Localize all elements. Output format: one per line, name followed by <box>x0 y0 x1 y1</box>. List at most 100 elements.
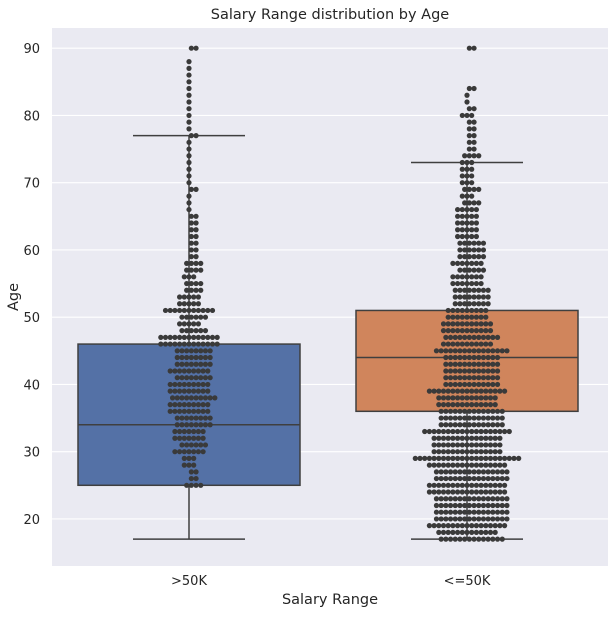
swarm-layer <box>158 45 522 542</box>
swarm-point <box>172 368 178 374</box>
swarm-point <box>471 287 477 293</box>
swarm-point <box>198 482 204 488</box>
swarm-point <box>464 428 470 435</box>
swarm-point <box>464 180 470 186</box>
swarm-point <box>450 435 456 441</box>
swarm-point <box>457 516 463 522</box>
swarm-point <box>455 482 461 488</box>
swarm-point <box>483 482 489 488</box>
swarm-point <box>457 536 463 542</box>
swarm-point <box>476 509 482 515</box>
swarm-point <box>469 449 475 455</box>
swarm-point <box>464 99 470 105</box>
swarm-point <box>181 428 187 435</box>
swarm-point <box>188 422 194 428</box>
swarm-point <box>476 408 482 414</box>
swarm-point <box>452 496 458 502</box>
swarm-point <box>191 334 197 340</box>
swarm-point <box>191 455 197 461</box>
swarm-point <box>499 469 505 475</box>
swarm-point <box>457 475 463 482</box>
y-tick-label: 30 <box>23 446 40 461</box>
swarm-point <box>471 267 477 273</box>
swarm-point <box>457 354 463 361</box>
swarm-point <box>179 354 185 361</box>
swarm-point <box>462 354 468 361</box>
swarm-point <box>167 388 173 394</box>
swarm-point <box>188 395 194 401</box>
swarm-point <box>440 449 447 455</box>
swarm-point <box>457 381 463 388</box>
swarm-point <box>485 422 491 428</box>
swarm-point <box>473 442 479 448</box>
swarm-point <box>436 489 442 495</box>
swarm-point <box>466 294 472 300</box>
y-tick-label: 70 <box>23 177 40 192</box>
swarm-point <box>459 455 465 461</box>
swarm-point <box>433 496 440 502</box>
swarm-point <box>188 240 194 246</box>
swarm-point <box>504 475 510 482</box>
swarm-point <box>438 509 444 515</box>
swarm-point <box>471 301 477 307</box>
swarm-point <box>193 240 199 246</box>
swarm-point <box>174 361 180 367</box>
swarm-point <box>177 334 183 340</box>
y-tick-labels: 20 30 40 50 60 70 80 90 <box>23 42 40 528</box>
swarm-point <box>487 462 494 468</box>
swarm-point <box>440 482 447 488</box>
swarm-point <box>464 489 470 495</box>
swarm-point <box>459 206 465 213</box>
swarm-point <box>188 186 194 192</box>
swarm-point <box>184 314 190 320</box>
swarm-point <box>450 307 456 314</box>
swarm-point <box>186 106 192 112</box>
swarm-point <box>476 301 482 307</box>
swarm-point <box>476 334 482 340</box>
swarm-point <box>464 462 470 468</box>
swarm-point <box>492 395 498 401</box>
swarm-point <box>205 307 211 314</box>
swarm-point <box>471 516 477 522</box>
swarm-point <box>195 449 201 455</box>
swarm-point <box>469 227 475 233</box>
swarm-point <box>193 415 199 421</box>
swarm-point <box>473 307 479 314</box>
swarm-point <box>177 368 183 374</box>
swarm-point <box>494 375 501 381</box>
swarm-point <box>457 422 463 428</box>
swarm-point <box>478 260 484 266</box>
swarm-point <box>492 529 498 535</box>
swarm-point <box>174 375 180 381</box>
swarm-point <box>485 375 491 381</box>
swarm-point <box>438 516 444 522</box>
swarm-point <box>497 428 503 435</box>
swarm-point <box>193 213 199 219</box>
swarm-point <box>462 516 468 522</box>
swarm-point <box>497 449 503 455</box>
swarm-point <box>476 267 482 273</box>
swarm-point <box>440 435 447 441</box>
swarm-point <box>483 388 489 394</box>
swarm-point <box>492 482 498 488</box>
swarm-point <box>455 529 461 535</box>
x-tick-labels: >50K <=50K <box>171 574 491 589</box>
swarm-point <box>485 469 491 475</box>
swarm-point <box>478 328 484 334</box>
swarm-point <box>462 240 468 246</box>
swarm-point <box>459 227 465 233</box>
swarm-point <box>193 395 199 401</box>
swarm-point <box>476 361 482 367</box>
swarm-point <box>483 307 489 314</box>
swarm-point <box>443 375 449 381</box>
swarm-point <box>499 475 505 482</box>
swarm-point <box>214 341 220 347</box>
swarm-point <box>445 321 451 327</box>
swarm-point <box>457 267 463 273</box>
swarm-point <box>464 442 470 448</box>
swarm-point <box>447 422 454 428</box>
swarm-point <box>462 254 468 260</box>
swarm-point <box>466 469 472 475</box>
swarm-point <box>443 475 449 482</box>
